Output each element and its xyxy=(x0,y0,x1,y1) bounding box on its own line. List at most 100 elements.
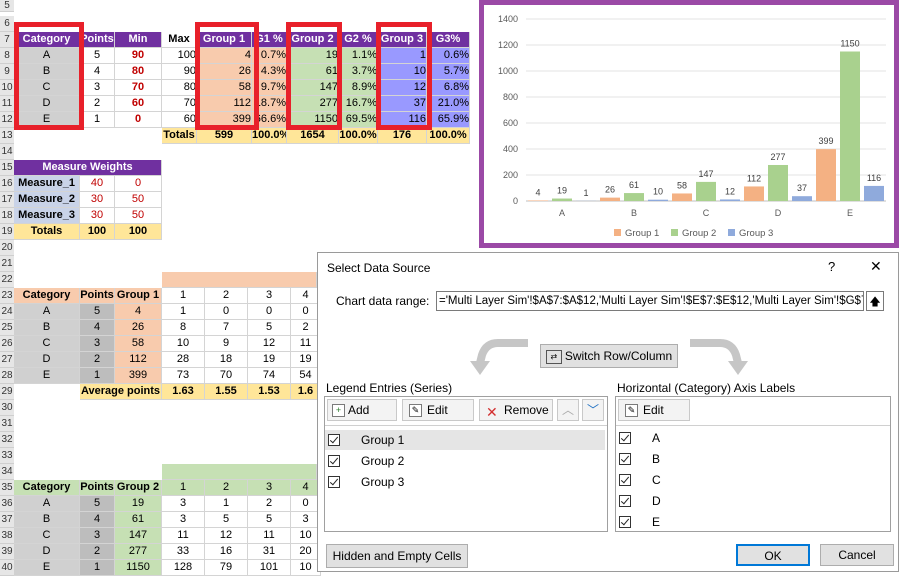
row-header[interactable]: 34 xyxy=(0,464,14,480)
table2-cell[interactable]: 3 xyxy=(80,336,115,352)
series-item[interactable]: Group 3 xyxy=(325,472,605,492)
weights-totals-label[interactable]: Totals xyxy=(14,224,80,240)
table1-header[interactable]: G1 % xyxy=(252,32,287,48)
measure-name[interactable]: Measure_3 xyxy=(14,208,80,224)
series-item[interactable]: Group 2 xyxy=(325,451,605,471)
table3-cell[interactable]: 3 xyxy=(162,512,205,528)
table1-cell[interactable]: 277 xyxy=(287,96,339,112)
table2-cell[interactable]: 9 xyxy=(205,336,248,352)
table1-cell[interactable]: 80 xyxy=(115,64,162,80)
table1-cell[interactable]: C xyxy=(14,80,80,96)
table3-cell[interactable]: 33 xyxy=(162,544,205,560)
table1-cell[interactable]: 16.7% xyxy=(339,96,378,112)
series-item[interactable]: Group 1 xyxy=(325,430,605,450)
table1-cell[interactable]: 69.5% xyxy=(339,112,378,128)
table2-cell[interactable]: 0 xyxy=(205,304,248,320)
table3-cell[interactable]: D xyxy=(14,544,80,560)
collapse-range-button[interactable]: 🡅 xyxy=(866,291,884,311)
row-header[interactable]: 27 xyxy=(0,352,14,368)
table2-cell[interactable]: C xyxy=(14,336,80,352)
table1-cell[interactable]: 1 xyxy=(80,112,115,128)
move-down-button[interactable]: ﹀ xyxy=(582,399,604,421)
table2-cell[interactable]: 4 xyxy=(80,320,115,336)
table1-cell[interactable]: 37 xyxy=(378,96,427,112)
totals-cell[interactable]: 176 xyxy=(378,128,427,144)
table3-cell[interactable]: 12 xyxy=(205,528,248,544)
table1-cell[interactable]: 6.8% xyxy=(427,80,470,96)
measure-weight[interactable]: 0 xyxy=(115,176,162,192)
table3-cell[interactable]: B xyxy=(14,512,80,528)
table1-cell[interactable]: 399 xyxy=(197,112,252,128)
measure-weight[interactable]: 50 xyxy=(115,208,162,224)
table3-header[interactable]: Points xyxy=(80,480,115,496)
table2-cell[interactable]: 58 xyxy=(115,336,162,352)
remove-series-button[interactable]: ✕Remove xyxy=(479,399,553,421)
table2-cell[interactable]: 5 xyxy=(80,304,115,320)
axis-checkbox[interactable] xyxy=(619,453,631,465)
table3-cell[interactable]: 11 xyxy=(248,528,291,544)
table1-cell[interactable]: 70 xyxy=(162,96,197,112)
edit-series-button[interactable]: ✎Edit xyxy=(402,399,474,421)
row-header[interactable]: 39 xyxy=(0,544,14,560)
axis-item[interactable]: D xyxy=(616,492,888,512)
measure-weight[interactable]: 40 xyxy=(80,176,115,192)
table2-cell[interactable]: 28 xyxy=(162,352,205,368)
table2-cell[interactable]: 10 xyxy=(162,336,205,352)
average-label[interactable]: Average points xyxy=(80,384,162,400)
series-checkbox[interactable] xyxy=(328,455,340,467)
table1-cell[interactable]: 60 xyxy=(162,112,197,128)
table2-cell[interactable]: 18 xyxy=(205,352,248,368)
row-header[interactable]: 12 xyxy=(0,112,14,128)
table1-cell[interactable]: 1.1% xyxy=(339,48,378,64)
chart-data-range-input[interactable]: ='Multi Layer Sim'!$A$7:$A$12,'Multi Lay… xyxy=(436,291,864,311)
table3-cell[interactable]: 5 xyxy=(205,512,248,528)
row-header[interactable]: 10 xyxy=(0,80,14,96)
table1-header[interactable]: Group 1 xyxy=(197,32,252,48)
table1-cell[interactable]: 60 xyxy=(115,96,162,112)
table3-cell[interactable]: 5 xyxy=(248,512,291,528)
table1-cell[interactable]: 18.7% xyxy=(252,96,287,112)
table2-cell[interactable]: 112 xyxy=(115,352,162,368)
table2-cell[interactable]: 7 xyxy=(205,320,248,336)
edit-axis-button[interactable]: ✎Edit xyxy=(618,399,690,421)
table3-cell[interactable]: 4 xyxy=(80,512,115,528)
table1-cell[interactable]: 116 xyxy=(378,112,427,128)
table2-cell[interactable]: 12 xyxy=(248,336,291,352)
row-header[interactable]: 28 xyxy=(0,368,14,384)
row-header[interactable]: 24 xyxy=(0,304,14,320)
table1-cell[interactable]: 2 xyxy=(80,96,115,112)
table1-cell[interactable]: 8.9% xyxy=(339,80,378,96)
table2-cell[interactable]: E xyxy=(14,368,80,384)
row-header[interactable]: 8 xyxy=(0,48,14,64)
table1-header[interactable]: G3% xyxy=(427,32,470,48)
row-header[interactable]: 20 xyxy=(0,240,14,256)
row-header[interactable]: 5 xyxy=(0,0,14,12)
axis-checkbox[interactable] xyxy=(619,432,631,444)
table1-cell[interactable]: B xyxy=(14,64,80,80)
row-header[interactable]: 15 xyxy=(0,160,14,176)
table1-header[interactable]: Max xyxy=(162,32,197,48)
table1-cell[interactable]: 4 xyxy=(197,48,252,64)
table3-cell[interactable]: 277 xyxy=(115,544,162,560)
totals-cell[interactable]: 100.0% xyxy=(339,128,378,144)
measure-weight[interactable]: 30 xyxy=(80,192,115,208)
measure-weight[interactable]: 50 xyxy=(115,192,162,208)
table2-header[interactable]: Group 1 xyxy=(115,288,162,304)
table1-cell[interactable]: 90 xyxy=(162,64,197,80)
table1-cell[interactable]: 0.7% xyxy=(252,48,287,64)
table1-cell[interactable]: 100 xyxy=(162,48,197,64)
table2-cell[interactable]: B xyxy=(14,320,80,336)
table1-header[interactable]: Category xyxy=(14,32,80,48)
table2-cell[interactable]: 399 xyxy=(115,368,162,384)
table3-header[interactable]: Group 2 xyxy=(115,480,162,496)
table1-cell[interactable]: D xyxy=(14,96,80,112)
row-header[interactable]: 32 xyxy=(0,432,14,448)
weights-total[interactable]: 100 xyxy=(80,224,115,240)
weights-title[interactable]: Measure Weights xyxy=(14,160,162,176)
table2-cell[interactable]: 4 xyxy=(115,304,162,320)
table3-cell[interactable]: 19 xyxy=(115,496,162,512)
row-header[interactable]: 18 xyxy=(0,208,14,224)
totals-label[interactable]: Totals xyxy=(162,128,197,144)
table2-cell[interactable]: A xyxy=(14,304,80,320)
row-header[interactable]: 36 xyxy=(0,496,14,512)
